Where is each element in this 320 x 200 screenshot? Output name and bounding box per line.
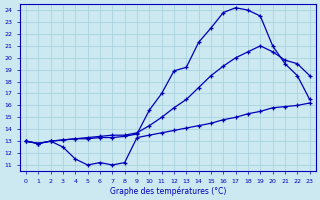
X-axis label: Graphe des températures (°C): Graphe des températures (°C) <box>110 186 226 196</box>
